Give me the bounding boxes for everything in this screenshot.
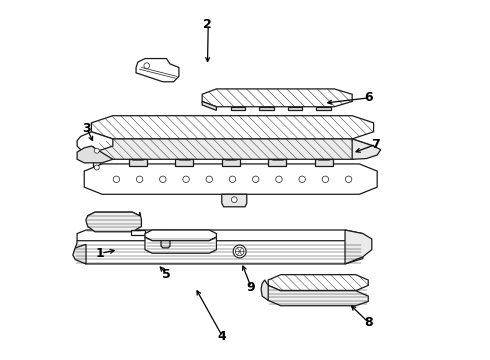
Text: 5: 5 xyxy=(162,268,171,281)
Polygon shape xyxy=(74,241,363,264)
Polygon shape xyxy=(86,212,142,232)
Polygon shape xyxy=(222,194,247,207)
Circle shape xyxy=(113,176,120,183)
Polygon shape xyxy=(92,135,102,182)
Polygon shape xyxy=(145,237,217,253)
Text: 3: 3 xyxy=(82,122,90,135)
Polygon shape xyxy=(84,164,377,194)
Circle shape xyxy=(299,176,305,183)
Circle shape xyxy=(322,176,329,183)
Text: 6: 6 xyxy=(364,91,372,104)
Polygon shape xyxy=(202,102,217,111)
Text: 1: 1 xyxy=(96,247,105,260)
Polygon shape xyxy=(73,244,86,264)
Polygon shape xyxy=(268,159,286,166)
Polygon shape xyxy=(315,159,333,166)
Circle shape xyxy=(233,245,246,258)
Polygon shape xyxy=(222,159,240,166)
Polygon shape xyxy=(261,280,268,300)
Polygon shape xyxy=(131,230,145,235)
Polygon shape xyxy=(92,139,373,159)
Text: 7: 7 xyxy=(371,138,380,151)
Circle shape xyxy=(206,176,213,183)
Polygon shape xyxy=(161,241,170,248)
Polygon shape xyxy=(77,146,113,163)
Text: 8: 8 xyxy=(364,316,372,329)
Polygon shape xyxy=(268,275,368,291)
Circle shape xyxy=(345,176,352,183)
Circle shape xyxy=(183,176,189,183)
Polygon shape xyxy=(317,107,331,111)
Polygon shape xyxy=(345,230,372,264)
Text: 2: 2 xyxy=(203,18,212,31)
Circle shape xyxy=(94,148,99,153)
Polygon shape xyxy=(77,132,113,152)
Polygon shape xyxy=(175,159,193,166)
Polygon shape xyxy=(352,139,381,159)
Polygon shape xyxy=(159,230,173,235)
Circle shape xyxy=(235,247,244,256)
Circle shape xyxy=(94,165,99,170)
Text: 9: 9 xyxy=(246,281,255,294)
Circle shape xyxy=(160,176,166,183)
Polygon shape xyxy=(77,230,363,244)
Polygon shape xyxy=(88,212,140,226)
Circle shape xyxy=(252,176,259,183)
Circle shape xyxy=(229,176,236,183)
Polygon shape xyxy=(288,107,302,111)
Polygon shape xyxy=(259,107,273,111)
Circle shape xyxy=(144,63,149,68)
Polygon shape xyxy=(92,116,373,139)
Polygon shape xyxy=(231,107,245,111)
Circle shape xyxy=(231,197,237,203)
Text: 4: 4 xyxy=(218,330,226,343)
Circle shape xyxy=(276,176,282,183)
Polygon shape xyxy=(136,59,179,82)
Polygon shape xyxy=(145,230,217,241)
Polygon shape xyxy=(129,159,147,166)
Polygon shape xyxy=(202,89,352,107)
Polygon shape xyxy=(265,285,368,306)
Circle shape xyxy=(136,176,143,183)
